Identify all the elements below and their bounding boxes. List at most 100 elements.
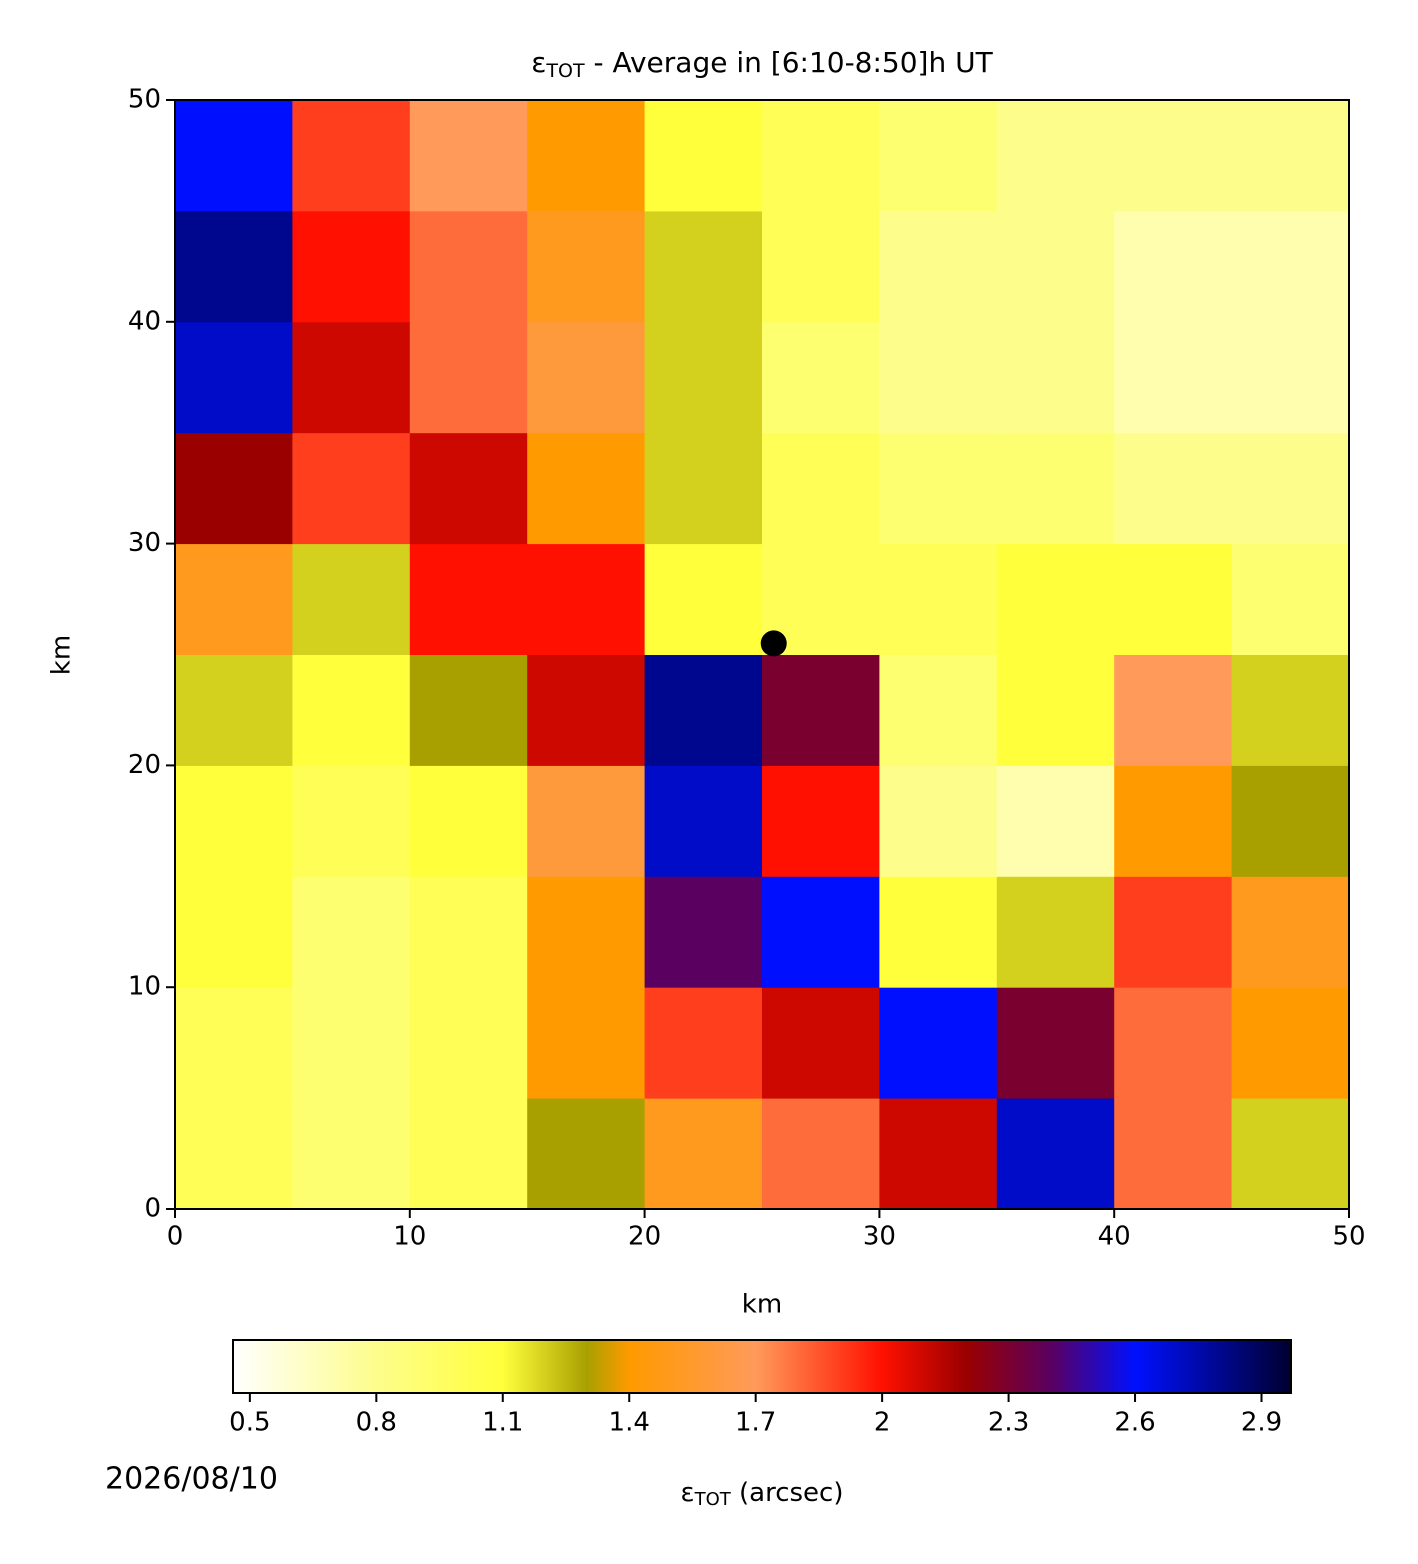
title-rest: - Average in [6:10-8:50]h UT [585, 46, 994, 79]
heat-cell [996, 543, 1115, 655]
heat-cell [175, 321, 293, 434]
heat-cell [409, 1098, 528, 1210]
heat-cell [762, 100, 880, 212]
heat-cell [1114, 432, 1233, 545]
heat-cell [762, 1098, 880, 1210]
heat-cell [175, 987, 293, 1099]
heat-cell [1114, 654, 1233, 766]
heat-cell [644, 1098, 763, 1210]
cb-rest: (arcsec) [731, 1478, 844, 1508]
heat-cell [527, 432, 646, 545]
heat-cell [1114, 100, 1233, 212]
heat-cell [1231, 987, 1350, 1099]
heat-cell [527, 987, 646, 1099]
plot-frame [174, 99, 1350, 1210]
colorbar-tick-label: 2.6 [1114, 1408, 1155, 1438]
colorbar [232, 1339, 1292, 1394]
cb-symbol: ε [681, 1478, 695, 1508]
heat-cell [409, 876, 528, 988]
colorbar-label: εTOT (arcsec) [681, 1478, 844, 1511]
colorbar-tick-label: 0.8 [356, 1408, 397, 1438]
heat-cell [879, 765, 998, 877]
heat-cell [292, 321, 411, 434]
heat-cell [762, 765, 880, 877]
heat-cell [996, 210, 1115, 323]
heat-cell [527, 210, 646, 323]
heat-cell [292, 876, 411, 988]
heat-cell [175, 654, 293, 766]
heat-cell [644, 654, 763, 766]
colorbar-tick-label: 1.4 [609, 1408, 650, 1438]
heat-cell [762, 321, 880, 434]
heat-cell [527, 765, 646, 877]
heat-cell [175, 1098, 293, 1210]
heat-cell [1231, 100, 1350, 212]
heat-cell [762, 432, 880, 545]
heat-cell [996, 321, 1115, 434]
heat-cell [527, 100, 646, 212]
heat-cell [1114, 543, 1233, 655]
heat-cell [644, 210, 763, 323]
heat-cell [879, 210, 998, 323]
heat-cell [292, 210, 411, 323]
cb-sub: TOT [694, 1489, 732, 1510]
heat-cell [292, 543, 411, 655]
y-tick-label: 30 [128, 528, 161, 558]
heat-cell [409, 210, 528, 323]
heat-cell [644, 987, 763, 1099]
heat-cell [879, 543, 998, 655]
heat-cell [527, 321, 646, 434]
heat-cell [527, 876, 646, 988]
heat-cell [996, 100, 1115, 212]
heat-cell [644, 876, 763, 988]
heat-cell [1231, 1098, 1350, 1210]
colorbar-tick-label: 2 [874, 1408, 891, 1438]
chart-title: εTOT - Average in [6:10-8:50]h UT [531, 46, 993, 82]
heat-cell [1231, 321, 1350, 434]
heat-cell [644, 765, 763, 877]
y-tick-label: 40 [128, 306, 161, 336]
heat-cell [527, 543, 646, 655]
heat-cell [879, 987, 998, 1099]
heat-cell [527, 1098, 646, 1210]
heat-cell [996, 432, 1115, 545]
heat-cell [292, 1098, 411, 1210]
heat-cell [996, 876, 1115, 988]
heat-cell [996, 654, 1115, 766]
heat-cell [762, 987, 880, 1099]
heat-cell [879, 100, 998, 212]
heat-cell [175, 210, 293, 323]
colorbar-tick-label: 2.9 [1241, 1408, 1282, 1438]
title-sub: TOT [545, 60, 585, 82]
heat-cell [644, 100, 763, 212]
y-tick-label: 20 [128, 750, 161, 780]
heat-cell [1114, 987, 1233, 1099]
colorbar-tick-label: 1.1 [482, 1408, 523, 1438]
heat-cell [1114, 1098, 1233, 1210]
heat-cell [1231, 654, 1350, 766]
heat-cell [409, 100, 528, 212]
heat-cell [879, 1098, 998, 1210]
heat-cell [409, 432, 528, 545]
heat-cell [644, 321, 763, 434]
x-tick-label: 0 [167, 1222, 184, 1252]
heat-cell [1231, 432, 1350, 545]
heat-cell [409, 987, 528, 1099]
heat-cell [175, 432, 293, 545]
heat-cell [644, 432, 763, 545]
heat-cell [762, 876, 880, 988]
heat-cell [1114, 876, 1233, 988]
heat-cell [292, 432, 411, 545]
y-axis-label: km [47, 635, 77, 675]
heat-cell [1231, 876, 1350, 988]
heat-cell [409, 654, 528, 766]
heat-cell [409, 765, 528, 877]
x-axis-label: km [742, 1290, 782, 1320]
heat-cell [292, 100, 411, 212]
y-tick-label: 0 [144, 1194, 161, 1224]
heat-cell [762, 654, 880, 766]
y-tick-label: 50 [128, 85, 161, 115]
heat-cell [175, 100, 293, 212]
heat-cell [175, 876, 293, 988]
